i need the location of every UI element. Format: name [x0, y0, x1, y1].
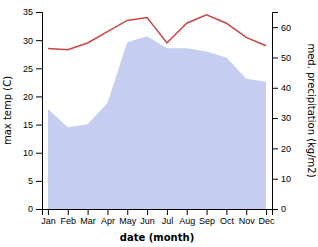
tick-label: 10 [281, 174, 291, 184]
tick: 20 [272, 144, 291, 154]
tick: 0 [28, 204, 42, 214]
plot: Jan FebMar Apr MayJun Jul Aug Sep Oct NovDec 0 5 10… [23, 7, 291, 226]
tick-mark [272, 148, 278, 149]
tick: 5 [28, 176, 42, 186]
tick: Mar [80, 209, 96, 226]
tick: Sep [199, 209, 215, 226]
tick-mark [272, 27, 278, 28]
tick-mark [36, 12, 42, 13]
tick-label: 40 [281, 83, 291, 93]
x-axis-title: date (month) [120, 232, 194, 243]
tick-label: Sep [199, 216, 215, 226]
tick-label: 0 [281, 204, 286, 214]
tick: Jun [140, 209, 155, 226]
marks [48, 15, 266, 209]
tick: 30 [272, 113, 291, 123]
tick-label: Feb [61, 216, 77, 226]
tick-mark [127, 209, 128, 215]
tick: 0 [272, 204, 286, 214]
y-axis-title: max temp (C) [2, 76, 13, 145]
tick-label: Apr [101, 216, 115, 226]
tick-label: 15 [23, 120, 33, 130]
tick: Jul [162, 209, 174, 226]
tick-label: Jan [41, 216, 56, 226]
tick: Aug [179, 209, 195, 226]
y2-axis-title: med. precipitation (kg/m2) [306, 43, 317, 177]
tick-mark [167, 209, 168, 215]
y2-axis: 0 10 20 30 40 50 60 [272, 13, 291, 215]
line [48, 15, 266, 50]
tick-label: 50 [281, 53, 291, 63]
x-axis: Jan FebMar Apr MayJun Jul Aug Sep Oct NovDec [41, 209, 275, 226]
tick: Dec [259, 209, 276, 226]
tick: Jan [41, 209, 56, 226]
axis-line [36, 13, 43, 210]
tick: 60 [272, 23, 291, 33]
chart: Jan FebMar Apr MayJun Jul Aug Sep Oct NovDec 0 5 10… [0, 0, 318, 247]
tick-mark [36, 181, 42, 182]
y-axis: 0 5 10 15 20 25 30 35 [23, 7, 43, 214]
tick: 10 [23, 148, 42, 158]
tick-label: 0 [28, 204, 33, 214]
tick-mark [272, 118, 278, 119]
tick-label: 20 [281, 144, 291, 154]
tick: 15 [23, 120, 42, 130]
tick-label: Mar [80, 216, 96, 226]
tick-mark [272, 179, 278, 180]
tick-label: Dec [259, 216, 276, 226]
tick-mark [147, 209, 148, 215]
tick: Apr [101, 209, 115, 226]
tick: 20 [23, 92, 42, 102]
tick-label: 20 [23, 92, 33, 102]
tick: 10 [272, 174, 291, 184]
tick-mark [36, 153, 42, 154]
tick: Oct [220, 209, 235, 226]
axis-line [273, 13, 279, 210]
tick: Feb [61, 209, 77, 226]
tick-mark [36, 125, 42, 126]
tick-label: Oct [220, 216, 235, 226]
tick-mark [266, 209, 267, 215]
tick-label: May [119, 216, 137, 226]
tick-mark [207, 209, 208, 215]
tick-label: 30 [23, 36, 33, 46]
tick: 35 [23, 7, 42, 17]
tick-mark [107, 209, 108, 215]
tick-mark [36, 40, 42, 41]
tick-mark [48, 209, 49, 215]
tick-mark [88, 209, 89, 215]
tick-mark [246, 209, 247, 215]
tick-mark [187, 209, 188, 215]
tick-label: 5 [28, 176, 33, 186]
tick-mark [226, 209, 227, 215]
tick-label: 35 [23, 7, 33, 17]
tick: 30 [23, 36, 42, 46]
tick-label: Nov [239, 216, 256, 226]
tick: 50 [272, 53, 291, 63]
tick: 40 [272, 83, 291, 93]
area [48, 36, 266, 209]
tick-mark [36, 68, 42, 69]
tick: 25 [23, 64, 42, 74]
tick-label: 60 [281, 23, 291, 33]
tick-label: 10 [23, 148, 33, 158]
axis-line [43, 210, 273, 216]
tick-label: Aug [179, 216, 195, 226]
tick-mark [36, 96, 42, 97]
tick-label: Jul [162, 216, 174, 226]
tick-label: 25 [23, 64, 33, 74]
tick-label: 30 [281, 113, 291, 123]
tick-mark [272, 88, 278, 89]
tick: Nov [239, 209, 256, 226]
tick-mark [272, 57, 278, 58]
tick-mark [272, 209, 278, 210]
tick: May [119, 209, 137, 226]
tick-mark [36, 209, 42, 210]
tick-label: Jun [140, 216, 155, 226]
tick-mark [68, 209, 69, 215]
